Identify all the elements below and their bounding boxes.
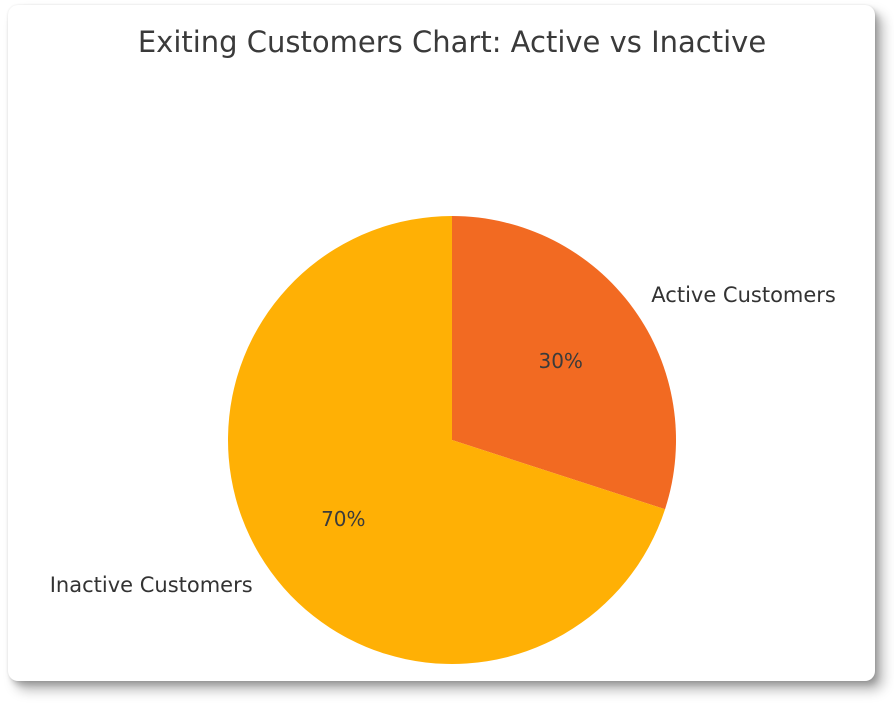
pie-slice-inactive-customers — [228, 216, 666, 664]
pie-slice-active-customers — [452, 216, 677, 510]
pct-label-inactive-customers: 70% — [321, 507, 365, 531]
pie-chart: 30% Active Customers 70% Inactive Customers — [50, 216, 836, 664]
slice-label-active-customers: Active Customers — [651, 283, 836, 307]
slice-label-inactive-customers: Inactive Customers — [50, 573, 253, 597]
pct-label-active-customers: 30% — [538, 349, 582, 373]
chart-card: Exiting Customers Chart: Active vs Inact… — [8, 5, 875, 681]
chart-title: Exiting Customers Chart: Active vs Inact… — [137, 25, 767, 59]
